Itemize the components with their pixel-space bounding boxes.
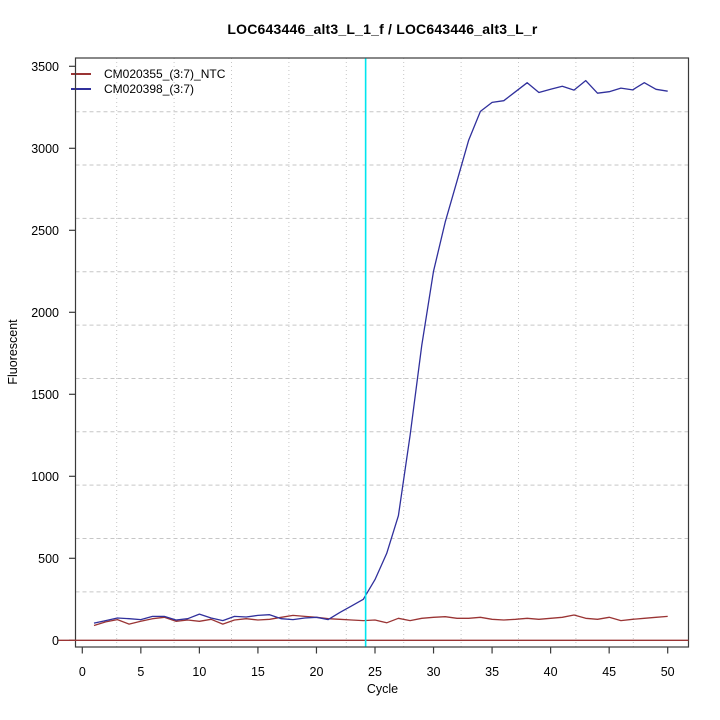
legend-item-sample: CM020398_(3:7) [71,81,225,96]
x-tick-label: 15 [251,665,265,679]
plot-box [74,57,690,648]
y-tick-label: 2000 [31,306,59,320]
legend-line-swatch-sample [71,87,91,90]
chart-title: LOC643446_alt3_L_1_f / LOC643446_alt3_L_… [227,21,538,37]
x-tick-label: 10 [192,665,206,679]
x-tick-label: 5 [137,665,144,679]
legend-label-sample: CM020398_(3:7) [104,81,195,96]
y-tick-label: 1000 [31,470,59,484]
legend: CM020355_(3:7)_NTC CM020398_(3:7) [71,66,225,96]
x-axis-title: Cycle [366,682,399,696]
y-tick-label: 1500 [31,388,59,402]
series-line-sample [93,79,668,624]
x-tick-label: 0 [79,665,86,679]
x-tick-label: 35 [485,665,499,679]
x-tick-label: 50 [661,665,675,679]
y-tick-label: 3500 [31,60,59,74]
x-tick-label: 45 [602,665,616,679]
x-tick-label: 20 [310,665,324,679]
series-line-ntc [93,614,668,627]
legend-line-swatch-ntc [71,72,91,75]
x-tick-label: 40 [544,665,558,679]
y-tick-label: 2500 [31,224,59,238]
x-tick-label: 25 [368,665,382,679]
legend-label-ntc: CM020355_(3:7)_NTC [104,66,226,81]
legend-item-ntc: CM020355_(3:7)_NTC [71,66,225,81]
x-tick-label: 30 [427,665,441,679]
y-tick-label: 500 [38,552,59,566]
y-tick-label: 3000 [31,142,59,156]
y-tick-label: 0 [52,634,59,648]
